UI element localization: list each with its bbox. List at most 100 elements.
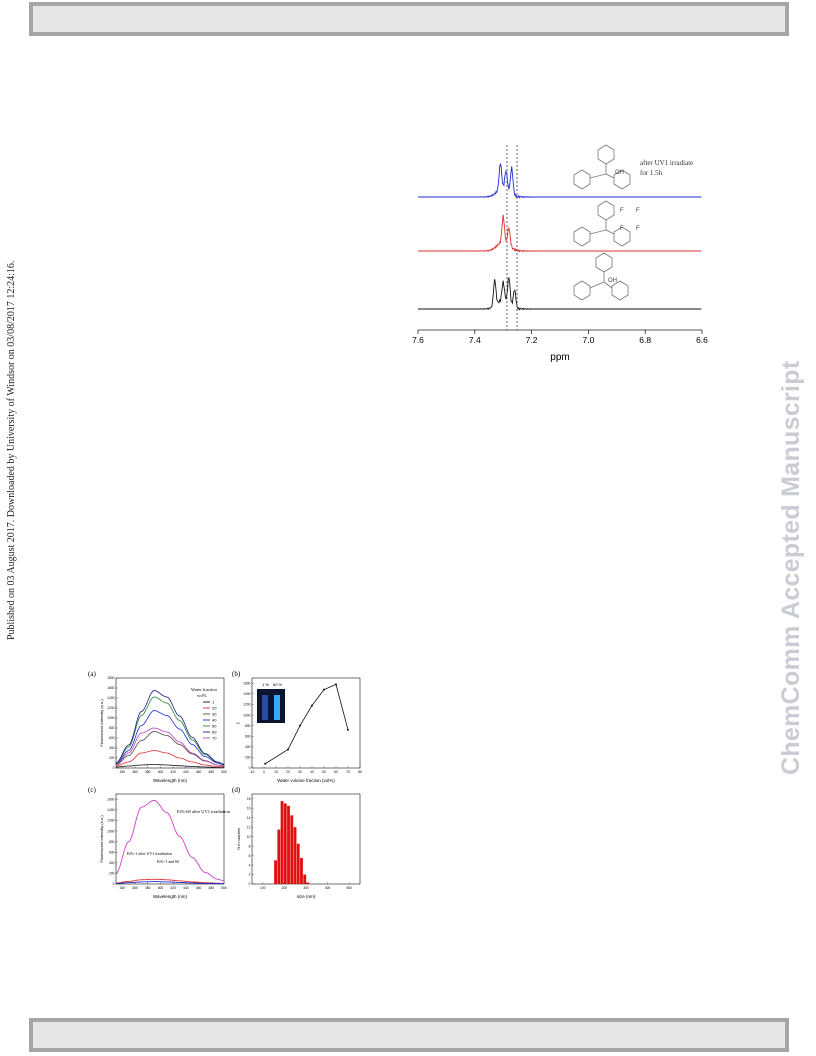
y-tick-label: 1400 bbox=[243, 692, 251, 696]
x-tick-label: 400 bbox=[158, 770, 164, 774]
y-tick-label: 600 bbox=[109, 850, 115, 854]
x-tick-label: 380 bbox=[145, 770, 151, 774]
x-tick-label: 80 bbox=[358, 770, 362, 774]
nmr-trace-3 bbox=[418, 276, 702, 311]
y-tick-label: 10 bbox=[247, 835, 251, 839]
legend-entry: 50 bbox=[212, 724, 217, 729]
y-tick-label: 12 bbox=[247, 825, 251, 829]
y-tick-label: 1000 bbox=[107, 716, 115, 720]
y-tick-label: 1200 bbox=[243, 703, 251, 707]
x-tick-label: 0 bbox=[263, 770, 265, 774]
x-tick-label: 200 bbox=[282, 886, 288, 890]
y-tick-label: 16 bbox=[247, 806, 251, 810]
y-tick-label: 1600 bbox=[107, 686, 115, 690]
x-tick-label: 500 bbox=[221, 770, 227, 774]
x-tick-label: -10 bbox=[250, 770, 255, 774]
panel-c-ticks: 340 360 380 400 420 440 460 480 500 0 200 400 600 800… bbox=[107, 797, 227, 890]
y-tick-label: 1800 bbox=[107, 676, 115, 680]
y-tick-label: 0 bbox=[113, 882, 115, 886]
molecule-structure-bottom bbox=[573, 252, 629, 301]
intensity-point bbox=[311, 704, 313, 707]
y-tick-label: 0 bbox=[249, 882, 251, 886]
nmr-tick-label: 6.6 bbox=[696, 335, 708, 345]
x-tick-label: 10 bbox=[274, 770, 278, 774]
panel-a-ylabel: Fluorescent Intensity (a.u.) bbox=[99, 699, 104, 747]
size-bar bbox=[277, 829, 281, 884]
y-tick-label: 14 bbox=[247, 816, 251, 820]
legend-entry: 30 bbox=[212, 712, 217, 717]
f-label-1: F bbox=[620, 208, 624, 214]
size-bar bbox=[303, 874, 307, 884]
vial-60 bbox=[274, 695, 280, 720]
nmr-blue-label-2: for 1.5h bbox=[640, 169, 663, 177]
y-tick-label: 800 bbox=[245, 724, 251, 728]
size-bar bbox=[280, 801, 284, 884]
legend-title-1: Water fraction bbox=[191, 687, 217, 692]
nmr-traces bbox=[418, 162, 702, 311]
x-tick-label: 380 bbox=[145, 886, 151, 890]
x-tick-label: 20 bbox=[286, 770, 290, 774]
x-tick-label: 440 bbox=[183, 770, 189, 774]
x-tick-label: 100 bbox=[260, 886, 266, 890]
y-tick-label: 400 bbox=[245, 745, 251, 749]
y-tick-label: 1000 bbox=[243, 713, 251, 717]
size-bar bbox=[283, 803, 287, 884]
x-tick-label: 480 bbox=[209, 886, 215, 890]
panel-a-xlabel: Wavelength (nm) bbox=[153, 778, 188, 783]
size-bar bbox=[306, 882, 310, 884]
nmr-spectrum-figure: 7.6 7.4 7.2 7.0 6.8 6.6 ppm OH after UV1 irra… bbox=[412, 144, 708, 363]
y-tick-label: 0 bbox=[113, 766, 115, 770]
y-tick-label: 1000 bbox=[107, 829, 115, 833]
x-tick-label: 500 bbox=[221, 886, 227, 890]
x-tick-label: 360 bbox=[132, 886, 138, 890]
y-tick-label: 600 bbox=[245, 734, 251, 738]
x-tick-label: 30 bbox=[298, 770, 302, 774]
inset-label-left: 1 % bbox=[262, 682, 269, 687]
x-tick-label: 500 bbox=[346, 886, 352, 890]
y-tick-label: 6 bbox=[249, 854, 251, 858]
panel-b-xlabel: Water volume fraction (vol%) bbox=[277, 778, 335, 783]
panel-c-xlabel: Wavelength (nm) bbox=[153, 894, 188, 899]
footer-bar bbox=[29, 1018, 789, 1052]
molecule-structure-top bbox=[573, 144, 631, 190]
f-label-3: F bbox=[620, 226, 624, 232]
legend-entry: 1 bbox=[212, 700, 215, 705]
y-tick-label: 200 bbox=[109, 872, 115, 876]
y-tick-label: 18 bbox=[247, 797, 251, 801]
spectrum-c-2 bbox=[116, 878, 225, 884]
panel-c-ylabel: Fluorescent Intensity (a.u.) bbox=[99, 815, 104, 863]
x-tick-label: 400 bbox=[325, 886, 331, 890]
x-tick-label: 340 bbox=[120, 770, 126, 774]
x-tick-label: 40 bbox=[310, 770, 314, 774]
nmr-tick-label: 7.4 bbox=[469, 335, 481, 345]
x-tick-label: 300 bbox=[303, 886, 309, 890]
y-tick-label: 1400 bbox=[107, 808, 115, 812]
header-bar bbox=[29, 2, 789, 36]
legend-entry: 60 bbox=[212, 730, 217, 735]
panel-d-frame bbox=[251, 793, 361, 885]
y-tick-label: 8 bbox=[249, 844, 251, 848]
x-tick-label: 460 bbox=[196, 770, 202, 774]
oh-label-bottom: OH bbox=[608, 278, 617, 284]
intensity-point bbox=[299, 724, 301, 727]
spectrum-40 bbox=[115, 710, 225, 766]
fluorescence-figure: (a) 340 360 380 400 420 440 460 480 500020040060… bbox=[88, 670, 362, 899]
intensity-point bbox=[264, 762, 267, 765]
legend-entry: 70 bbox=[212, 736, 217, 741]
size-bar bbox=[300, 857, 303, 884]
x-tick-label: 60 bbox=[334, 770, 338, 774]
legend-title-2: vol% bbox=[197, 693, 207, 698]
panel-d-xlabel: size (nm) bbox=[297, 894, 316, 899]
nmr-blue-label-1: after UV1 irradiate bbox=[640, 159, 693, 167]
annotation-mid: Et%-1 after UV1 irradiation bbox=[127, 851, 172, 856]
x-tick-label: 400 bbox=[158, 886, 164, 890]
f-label-2: F bbox=[636, 208, 640, 214]
annotation-low: Et%-1 and 60 bbox=[157, 859, 179, 864]
x-tick-label: 440 bbox=[183, 886, 189, 890]
panel-b-frame bbox=[251, 677, 361, 769]
panel-b-label: (b) bbox=[232, 670, 241, 678]
panel-d-ylabel: % in number bbox=[236, 827, 241, 850]
y-tick-label: 1600 bbox=[243, 681, 251, 685]
panel-a-label: (a) bbox=[88, 670, 96, 678]
panel-a-curves bbox=[115, 690, 225, 768]
